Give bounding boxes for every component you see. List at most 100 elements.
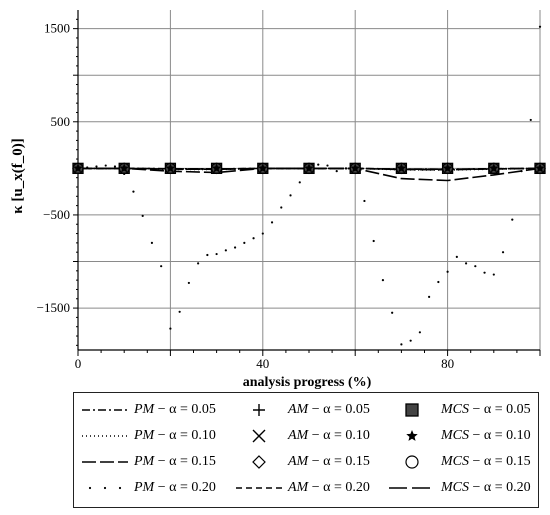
legend-marker xyxy=(405,455,419,469)
series-point-pm-0.20 xyxy=(95,165,98,168)
series-point-pm-0.20 xyxy=(428,295,431,299)
markers-layer xyxy=(72,162,546,175)
legend-method: PM xyxy=(134,428,155,443)
series-point-pm-0.20 xyxy=(400,343,403,346)
series-layer xyxy=(76,25,542,346)
legend-alpha-prefix: − α = xyxy=(154,402,192,417)
marker-mcs-0.15 xyxy=(395,162,407,174)
legend-alpha-prefix: − α = xyxy=(154,454,192,469)
tick-labels: 0 40 80 1500 500 −500 −1500 xyxy=(37,21,454,371)
series-point-pm-0.20 xyxy=(455,255,458,258)
series-point-pm-0.20 xyxy=(206,253,209,257)
series-point-pm-0.20 xyxy=(270,221,274,224)
series-point-pm-0.20 xyxy=(538,25,542,28)
series-point-pm-0.20 xyxy=(409,339,412,342)
series-point-pm-0.20 xyxy=(141,214,144,217)
legend-symbol-longdash2 xyxy=(389,487,435,489)
marker-mcs-0.10 xyxy=(442,163,453,173)
grid-lines xyxy=(77,10,541,350)
legend-label: AM − α = 0.20 xyxy=(288,480,370,496)
series-point-pm-0.20 xyxy=(243,241,246,244)
series-point-pm-0.20 xyxy=(529,118,532,122)
series-point-pm-0.20 xyxy=(187,281,190,285)
legend-method: PM xyxy=(134,402,155,417)
chart: 0 40 80 1500 500 −500 −1500 analysis progress … xyxy=(10,10,546,390)
legend-method: MCS xyxy=(441,402,469,417)
y-axis-label: κ [u_x(f_0)] xyxy=(10,138,26,213)
legend-symbol-diamond xyxy=(252,455,266,469)
series-point-pm-0.20 xyxy=(317,163,320,166)
legend-alpha-value: 0.10 xyxy=(506,428,531,443)
marker-mcs-0.10 xyxy=(211,163,222,173)
series-point-pm-0.20 xyxy=(169,327,172,330)
x-axis-label: analysis progress (%) xyxy=(243,375,372,390)
legend-symbol-cross xyxy=(252,429,266,443)
legend-item: AM − α = 0.05 xyxy=(234,399,370,421)
legend-item: PM − α = 0.10 xyxy=(80,425,216,447)
x-tick-label: 40 xyxy=(256,356,269,371)
series-point-pm-0.20 xyxy=(280,206,283,209)
marker-mcs-0.10 xyxy=(258,163,268,173)
series-point-pm-0.20 xyxy=(381,279,385,282)
legend-alpha-prefix: − α = xyxy=(308,480,346,495)
legend-item: AM − α = 0.15 xyxy=(234,451,370,473)
legend-item: PM − α = 0.05 xyxy=(80,399,216,421)
series-point-pm-0.20 xyxy=(252,237,255,240)
legend-label: MCS − α = 0.20 xyxy=(441,480,531,496)
marker-mcs-0.15 xyxy=(211,162,223,174)
legend-method: AM xyxy=(288,454,309,469)
marker-mcs-0.15 xyxy=(303,162,315,174)
legend-alpha-value: 0.10 xyxy=(345,428,370,443)
series-point-pm-0.20 xyxy=(492,273,495,276)
legend-symbol-star xyxy=(406,430,418,441)
marker-mcs-0.15 xyxy=(164,162,176,174)
legend-label: PM − α = 0.20 xyxy=(134,480,216,496)
legend-dot xyxy=(88,486,92,490)
series-point-pm-0.20 xyxy=(160,265,163,268)
legend-alpha-value: 0.20 xyxy=(506,480,531,495)
legend-alpha-value: 0.15 xyxy=(506,454,531,469)
legend-symbol-circle xyxy=(405,455,419,469)
series-point-pm-0.20 xyxy=(464,262,468,265)
legend-alpha-prefix: − α = xyxy=(469,402,507,417)
series-point-pm-0.20 xyxy=(391,311,394,314)
series-point-pm-0.20 xyxy=(298,181,301,184)
marker-mcs-0.15 xyxy=(118,162,130,174)
legend-marker xyxy=(406,430,418,441)
marker-mcs-0.15 xyxy=(72,162,84,174)
y-tick-label: −500 xyxy=(43,207,70,222)
legend-item: PM − α = 0.20 xyxy=(80,477,216,499)
legend-dot xyxy=(118,486,122,490)
legend-symbol-dashdot xyxy=(82,409,128,411)
series-point-pm-0.20 xyxy=(418,331,421,334)
legend-symbol-sparse-dots xyxy=(88,486,122,490)
series-point-pm-0.20 xyxy=(344,167,348,170)
marker-mcs-0.15 xyxy=(488,162,500,174)
marker-mcs-0.10 xyxy=(535,163,545,173)
series-point-pm-0.20 xyxy=(150,241,154,244)
marker-mcs-0.10 xyxy=(396,163,407,173)
legend-alpha-prefix: − α = xyxy=(469,428,507,443)
marker-mcs-0.10 xyxy=(119,163,129,173)
legend-label: MCS − α = 0.10 xyxy=(441,428,531,444)
y-tick-label: 1500 xyxy=(44,21,70,36)
marker-mcs-0.10 xyxy=(165,163,176,173)
legend-label: MCS − α = 0.05 xyxy=(441,402,531,418)
legend-alpha-value: 0.20 xyxy=(345,480,370,495)
legend-method: MCS xyxy=(441,454,469,469)
legend-label: AM − α = 0.10 xyxy=(288,428,370,444)
series-point-pm-0.20 xyxy=(335,170,338,173)
series-point-pm-0.20 xyxy=(326,164,329,167)
legend-alpha-value: 0.05 xyxy=(345,402,370,417)
legend-alpha-value: 0.05 xyxy=(506,402,531,417)
series-point-pm-0.20 xyxy=(483,271,486,274)
legend-symbol-dash xyxy=(236,487,282,489)
legend: PM − α = 0.05 AM − α = 0.05 MCS − α = 0.05… xyxy=(73,392,539,508)
series-point-pm-0.20 xyxy=(104,164,107,167)
marker-mcs-0.15 xyxy=(349,162,361,174)
legend-marker xyxy=(252,429,266,443)
series-point-pm-0.20 xyxy=(197,262,200,265)
series-point-pm-0.20 xyxy=(289,194,292,197)
legend-dot xyxy=(103,486,107,490)
series-point-pm-0.20 xyxy=(437,280,440,284)
